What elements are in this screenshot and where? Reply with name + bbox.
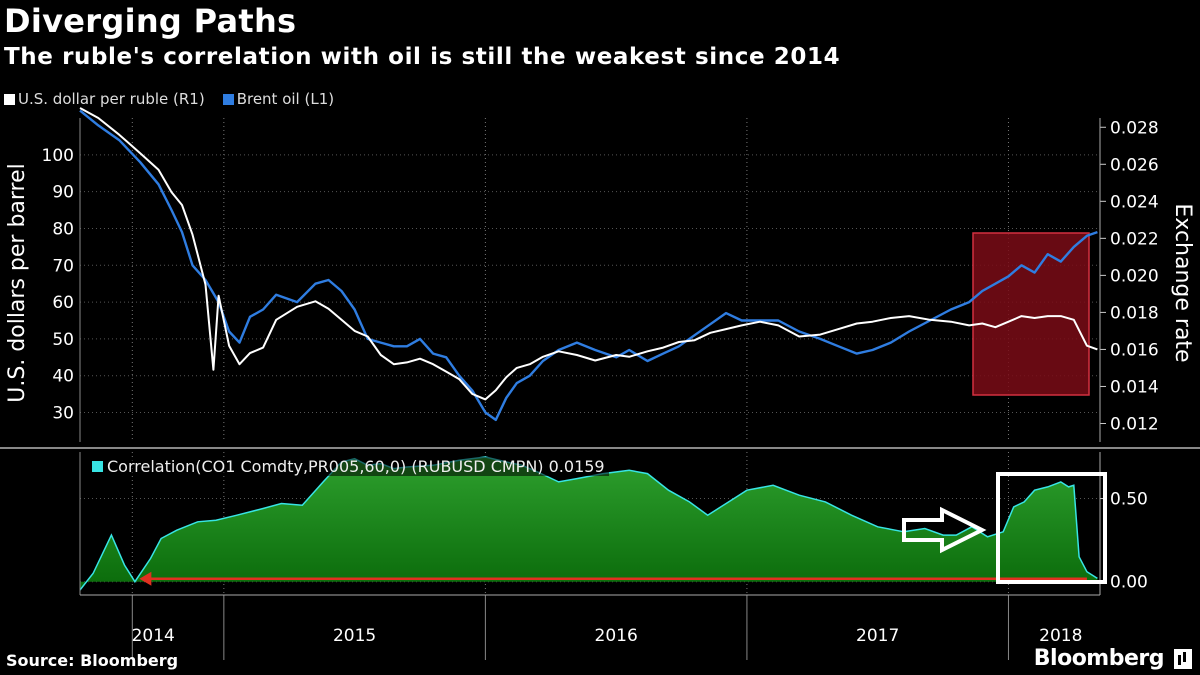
legend-swatch-ruble bbox=[4, 93, 15, 105]
y-left-tick-label: 60 bbox=[52, 293, 74, 313]
correlation-legend-swatch bbox=[92, 461, 103, 472]
bloomberg-logo: Bloomberg bbox=[1033, 646, 1165, 671]
source-note: Source: Bloomberg bbox=[6, 651, 179, 670]
y-right-tick-label: 0.020 bbox=[1110, 266, 1159, 286]
highlight-box bbox=[972, 232, 1090, 396]
top-legend: U.S. dollar per ruble (R1) Brent oil (L1… bbox=[4, 90, 334, 108]
y-left-tick-label: 50 bbox=[52, 330, 74, 350]
white-highlight-box bbox=[996, 472, 1107, 584]
y-left-tick-label: 30 bbox=[52, 404, 74, 424]
legend-label-oil: Brent oil (L1) bbox=[236, 90, 335, 108]
brent-oil-line bbox=[79, 109, 1098, 422]
x-tick-label: 2017 bbox=[856, 626, 899, 646]
top-panel-grid bbox=[80, 118, 1100, 442]
bottom-panel-series bbox=[79, 456, 1098, 591]
correlation-legend-label: Correlation(CO1 Comdty,PR005,60,0) (RUBU… bbox=[107, 457, 605, 476]
y-axis-left-label: U.S. dollars per barrel bbox=[5, 163, 30, 403]
y-left-tick-label: 40 bbox=[52, 367, 74, 387]
legend-item-ruble: U.S. dollar per ruble (R1) bbox=[4, 90, 205, 108]
y-left-tick-label: 70 bbox=[52, 256, 74, 276]
y-axis-right-label: Exchange rate bbox=[1170, 203, 1195, 362]
white-arrow-icon bbox=[902, 506, 987, 554]
y-left-tick-label: 80 bbox=[52, 219, 74, 239]
ruble-line bbox=[79, 107, 1098, 401]
bloomberg-chart-icon bbox=[1174, 649, 1192, 669]
annotations bbox=[139, 472, 1107, 586]
red-arrow-head bbox=[139, 571, 152, 586]
y-right-tick-label: 0.028 bbox=[1110, 118, 1159, 138]
legend-label-ruble: U.S. dollar per ruble (R1) bbox=[18, 90, 205, 108]
y-right-tick-label: 0.50 bbox=[1110, 490, 1148, 510]
x-tick-label: 2014 bbox=[132, 626, 175, 646]
legend-swatch-oil bbox=[222, 93, 234, 105]
y-right-tick-label: 0.022 bbox=[1110, 229, 1159, 249]
y-right-tick-label: 0.024 bbox=[1110, 192, 1159, 212]
top-panel-axes: 100 90 80 70 60 50 40 30 0.028 0.026 0.024 0.022 0.0… bbox=[42, 118, 1159, 442]
correlation-legend: Correlation(CO1 Comdty,PR005,60,0) (RUBU… bbox=[88, 457, 609, 476]
y-right-tick-label: 0.026 bbox=[1110, 155, 1159, 175]
chart-subtitle: The ruble's correlation with oil is stil… bbox=[4, 44, 841, 70]
x-axis: 2014 2015 2016 2017 2018 bbox=[80, 594, 1100, 660]
chart-title: Diverging Paths bbox=[4, 2, 297, 40]
y-right-tick-label: 0.018 bbox=[1110, 303, 1159, 323]
y-left-tick-label: 100 bbox=[42, 146, 74, 166]
y-right-tick-label: 0.016 bbox=[1110, 340, 1159, 360]
correlation-area bbox=[80, 457, 1098, 590]
correlation-line bbox=[79, 456, 1098, 591]
y-right-tick-label: 0.014 bbox=[1110, 377, 1159, 397]
y-right-tick-label: 0.00 bbox=[1110, 573, 1148, 593]
top-panel-series bbox=[79, 107, 1098, 422]
y-right-tick-label: 0.012 bbox=[1110, 414, 1159, 434]
x-tick-label: 2018 bbox=[1039, 626, 1082, 646]
legend-item-oil: Brent oil (L1) bbox=[222, 90, 335, 108]
y-left-tick-label: 90 bbox=[52, 183, 74, 203]
x-tick-label: 2015 bbox=[333, 626, 376, 646]
x-tick-label: 2016 bbox=[595, 626, 638, 646]
